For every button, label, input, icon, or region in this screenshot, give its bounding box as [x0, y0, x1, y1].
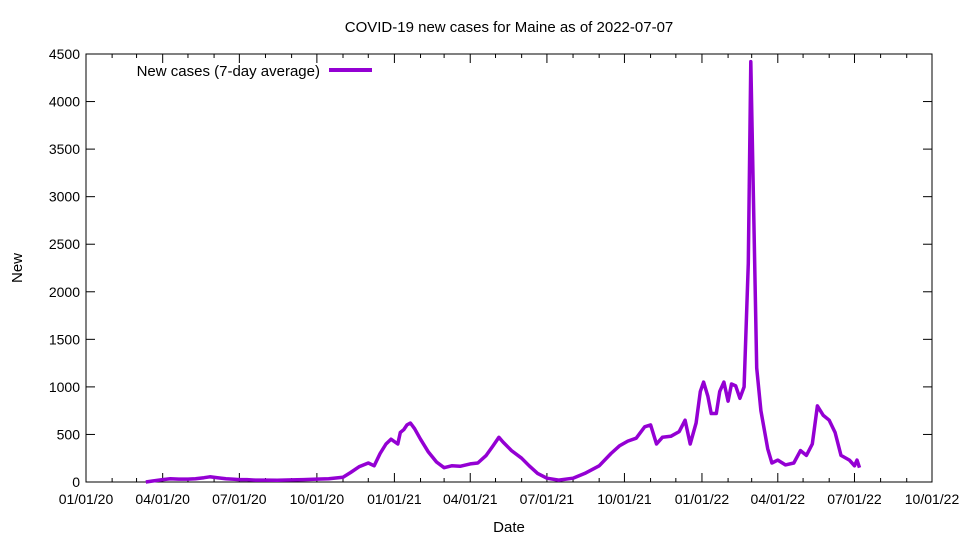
- series-line-new-cases: [145, 59, 862, 484]
- x-tick-label: 10/01/21: [597, 491, 652, 507]
- x-tick-label: 10/01/22: [905, 491, 960, 507]
- y-tick-label: 4000: [49, 94, 80, 110]
- x-tick-label: 01/01/21: [367, 491, 422, 507]
- y-tick-label: 500: [57, 426, 81, 442]
- y-tick-label: 2000: [49, 284, 80, 300]
- y-tick-label: 1000: [49, 379, 80, 395]
- x-tick-label: 10/01/20: [290, 491, 345, 507]
- x-tick-label: 07/01/21: [520, 491, 575, 507]
- x-tick-label: 07/01/22: [827, 491, 882, 507]
- y-tick-label: 1500: [49, 331, 80, 347]
- y-axis-label: New: [9, 253, 26, 283]
- y-axis: 0 500 1000 1500 2000 2500 3000 3500 4000 4500: [49, 46, 932, 490]
- y-tick-label: 4500: [49, 46, 80, 62]
- x-tick-label: 01/01/22: [675, 491, 730, 507]
- plot-frame: [85, 53, 933, 483]
- x-tick-label: 04/01/22: [751, 491, 806, 507]
- legend: New cases (7-day average): [137, 63, 372, 80]
- y-tick-label: 3500: [49, 141, 80, 157]
- chart-title: COVID-19 new cases for Maine as of 2022-…: [345, 19, 674, 36]
- x-tick-label: 01/01/20: [59, 491, 114, 507]
- x-axis: 01/01/20 04/01/20 07/01/20 10/01/20 01/01/21…: [59, 54, 960, 507]
- y-tick-label: 2500: [49, 236, 80, 252]
- y-tick-label: 0: [72, 474, 80, 490]
- x-axis-label: Date: [493, 519, 525, 536]
- x-tick-label: 04/01/21: [443, 491, 498, 507]
- x-tick-label: 04/01/20: [135, 491, 190, 507]
- legend-label: New cases (7-day average): [137, 63, 320, 80]
- x-tick-label: 07/01/20: [212, 491, 267, 507]
- y-tick-label: 3000: [49, 189, 80, 205]
